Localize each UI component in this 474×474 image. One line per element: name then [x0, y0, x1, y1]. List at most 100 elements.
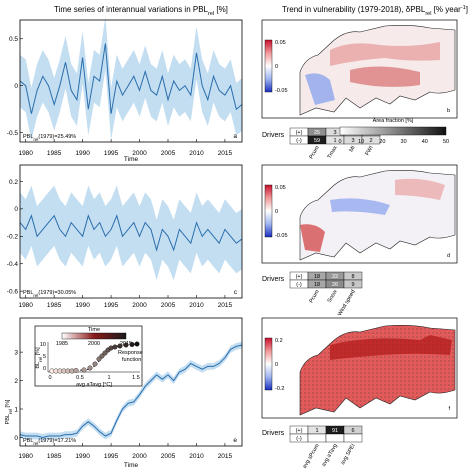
driver-label: avg aTavg [321, 443, 339, 468]
y-tick-label: 2 [14, 378, 18, 385]
colorbar-tick-label: 0 [275, 209, 278, 215]
inset-point [102, 350, 108, 356]
x-tick-label: 2005 [161, 453, 176, 460]
x-tick-label: 1980 [18, 302, 33, 309]
y-tick-label: 1 [14, 406, 18, 413]
driver-label: FWI [364, 145, 374, 157]
colorbar-tick-label: 0 [275, 64, 278, 70]
y-tick-label: 0 [14, 435, 18, 442]
x-tick-label: 1990 [75, 302, 90, 309]
right-title: Trend in vulnerability (1979-2018), δPBL… [282, 5, 468, 17]
drivers-label: Drivers [262, 430, 285, 437]
y-tick-label: 0.2 [9, 179, 18, 186]
inset-time-tick-0: 1985 [56, 341, 68, 347]
area-fraction-tick: 10 [358, 139, 364, 145]
colorbar-tick-label: -0.2 [275, 386, 284, 392]
map-blue-zone [305, 73, 335, 105]
inset-point [81, 367, 87, 373]
trend-colorbar [264, 184, 273, 238]
x-tick-label: 2005 [161, 302, 176, 309]
panel-letter: c [234, 289, 238, 296]
driver-label: Wind speed [337, 289, 357, 317]
driver-table-value: 3 [333, 130, 336, 136]
series-line [19, 43, 243, 114]
driver-label: Pcum [309, 145, 321, 161]
panel-c-chart: 0.2 0 -0.2 -0.4 -0.6 PBLrel(1979)=30.05% c 1980… [7, 164, 243, 309]
driver-table-value: (+) [296, 130, 303, 136]
inset-xtick-1: 0.5 [76, 375, 84, 381]
x-tick-label: 1985 [47, 150, 62, 157]
area-fraction-tick: 30 [401, 139, 407, 145]
map-red-band [330, 42, 440, 66]
inset-xtick-2: 1 [107, 375, 110, 381]
inset-points [49, 341, 140, 374]
area-fraction-tick: 20 [379, 139, 385, 145]
y-tick-label: -0.4 [7, 261, 19, 268]
y-tick-label: 3 [14, 349, 18, 356]
inset-xtick-3: 1.5 [132, 375, 140, 381]
left-title: Time series of interannual variations in… [54, 5, 228, 17]
y-tick-label: 0 [14, 83, 18, 90]
plot-frame [19, 317, 243, 447]
x-tick-label: 2010 [189, 302, 204, 309]
x-tick-label: 1980 [18, 453, 33, 460]
area-fraction-colorbar [339, 126, 447, 136]
map-dark-red-band [330, 335, 452, 360]
driver-table-value: 8 [351, 274, 354, 280]
area-fraction-tick: 0 [338, 139, 341, 145]
driver-table-value: 18 [314, 282, 320, 288]
map-panel-d [261, 164, 458, 264]
driver-table-value: 91 [332, 428, 338, 434]
map-panel-f [261, 317, 458, 419]
driver-table-value: 3 [351, 138, 354, 144]
inset-time-tick-1: 2000 [88, 341, 100, 347]
colorbar-tick-label: -0.05 [275, 233, 288, 239]
inset-point [92, 361, 98, 367]
x-tick-label: 1990 [75, 150, 90, 157]
response-function-inset: Time 1985 2000 2015 10 5 0 BLrel [%] 0 0… [34, 325, 143, 388]
x-tick-label: 1985 [47, 453, 62, 460]
colorbar-tick-label: 0 [275, 362, 278, 368]
inset-point [134, 341, 140, 347]
inset-ytick-0: 10 [40, 342, 46, 348]
inset-point [96, 356, 102, 362]
drivers-label: Drivers [262, 132, 285, 139]
inset-point [73, 368, 79, 373]
driver-label: Tmax [327, 145, 339, 160]
inset-time-colorbar [61, 332, 127, 340]
x-tick-label: 1995 [104, 453, 119, 460]
inset-point [117, 343, 123, 349]
driver-table-value: 1 [315, 428, 318, 434]
driver-label: avg SPEI [340, 443, 357, 466]
inset-time-label: Time [88, 327, 100, 333]
inset-ylabel: BLrel [%] [35, 347, 43, 369]
driver-table-cell [343, 279, 363, 289]
x-tick-label: 2015 [218, 302, 233, 309]
y-tick-label: 0.5 [9, 36, 18, 43]
area-fraction-legend: Area fraction [%] 0 10 20 30 40 50 [338, 118, 449, 145]
x-axis-label: Time [124, 462, 139, 469]
y-tick-label: -0.2 [7, 234, 19, 241]
driver-table-value: 59 [314, 138, 320, 144]
baseline-annotation: PBLrel(1979)=25.49% [23, 134, 76, 142]
inset-point [99, 353, 105, 359]
plot-frame [19, 19, 243, 143]
x-axis-label: Time [124, 156, 139, 163]
x-tick-label: 2010 [189, 453, 204, 460]
inset-point [129, 342, 135, 347]
uncertainty-band [20, 17, 242, 141]
area-fraction-tick: 50 [443, 139, 449, 145]
plot-frame [19, 164, 243, 299]
driver-table-value: (-) [296, 138, 302, 144]
colorbar-tick-label: 0.05 [275, 185, 286, 191]
map-panel-b [261, 19, 458, 119]
x-tick-label: 2000 [132, 453, 147, 460]
area-fraction-label: Area fraction [%] [373, 118, 414, 124]
map-red-band [395, 178, 445, 200]
inset-ytick-2: 0 [43, 366, 46, 372]
driver-table-value: (-) [296, 436, 302, 442]
y-axis-label: PBLrel [%] [5, 399, 13, 424]
driver-table-value: 2 [369, 138, 372, 144]
driver-label: Pcum [309, 289, 321, 305]
